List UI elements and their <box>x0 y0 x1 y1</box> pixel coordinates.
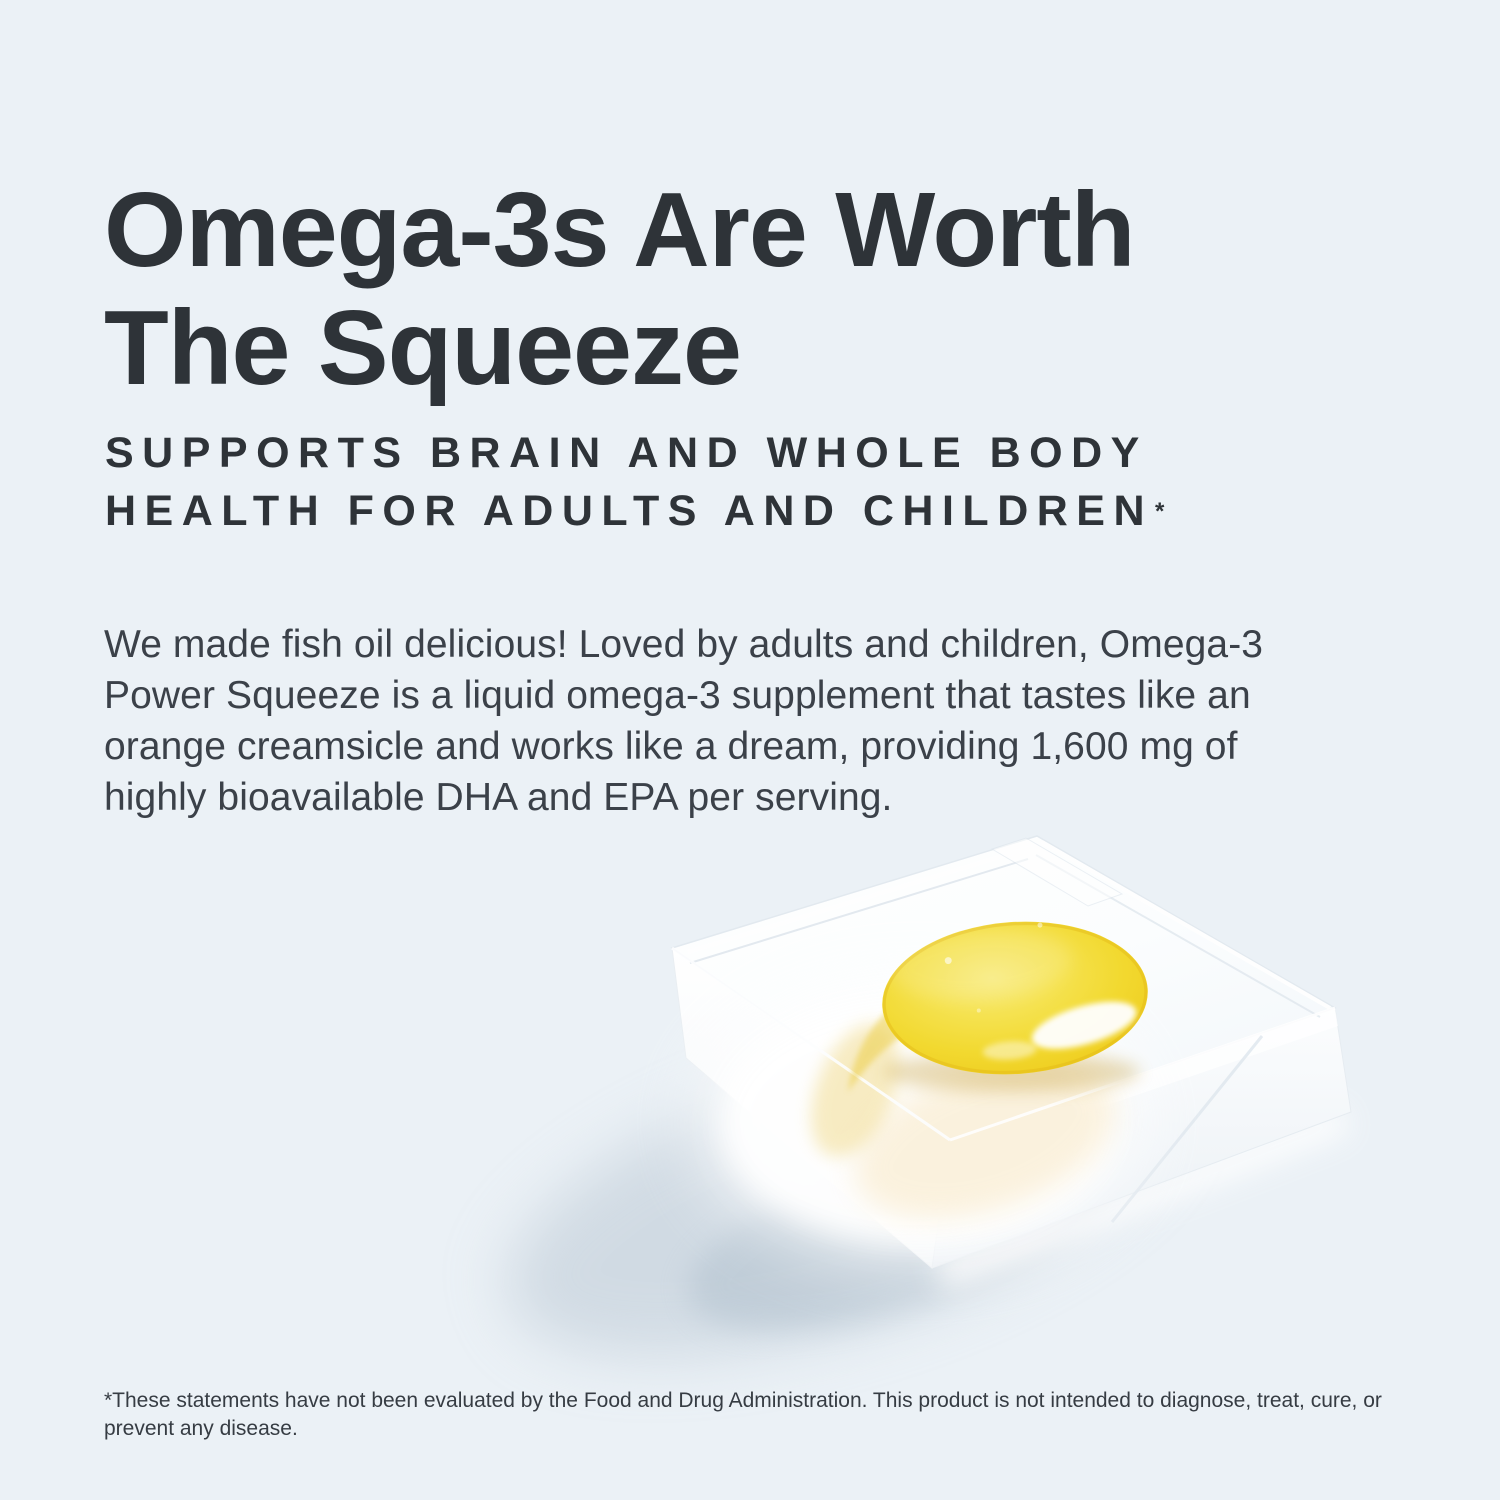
block-edge-highlights <box>671 837 1336 1142</box>
footnote-asterisk: * <box>1155 497 1165 525</box>
inner-glow <box>688 972 1148 1272</box>
right-face-top-band <box>950 1008 1338 1158</box>
block-shadow <box>505 1039 1171 1357</box>
gel-gloss-secondary <box>982 1041 1037 1060</box>
headline-line-2: The Squeeze <box>104 289 742 408</box>
block-right-face <box>931 1007 1352 1269</box>
headline-line-1: Omega-3s Are Worth <box>104 171 1135 290</box>
subheadline-line-2: HEALTH FOR ADULTS AND CHILDREN* <box>105 482 1165 545</box>
block-left-face <box>671 946 951 1269</box>
amber-streak <box>811 1023 899 1157</box>
gel-capsule-blob <box>848 921 1148 1092</box>
caustic-light <box>934 1104 1351 1290</box>
disclaimer-text: *These statements have not been evaluate… <box>104 1389 1382 1440</box>
warm-refraction <box>854 1061 1116 1219</box>
inner-glow-core <box>720 1000 1116 1244</box>
corner-bevel-strip <box>990 837 1124 907</box>
subheadline: SUPPORTS BRAIN AND WHOLE BODY HEALTH FOR… <box>105 424 1165 545</box>
gel-contact-shadow <box>884 1052 1140 1092</box>
gel-gloss-highlight <box>1031 1001 1137 1049</box>
block-top-face <box>670 835 1337 1141</box>
body-paragraph: We made fish oil delicious! Loved by adu… <box>104 623 1264 819</box>
subheadline-line-2-text: HEALTH FOR ADULTS AND CHILDREN <box>105 486 1154 535</box>
acrylic-block <box>670 835 1352 1272</box>
gel-sheen <box>888 927 1073 1001</box>
subheadline-line-1: SUPPORTS BRAIN AND WHOLE BODY <box>105 428 1148 477</box>
gel-drip-tail <box>848 1005 906 1092</box>
headline: Omega-3s Are Worth The Squeeze <box>104 171 1135 408</box>
refraction-line <box>1110 1035 1264 1223</box>
